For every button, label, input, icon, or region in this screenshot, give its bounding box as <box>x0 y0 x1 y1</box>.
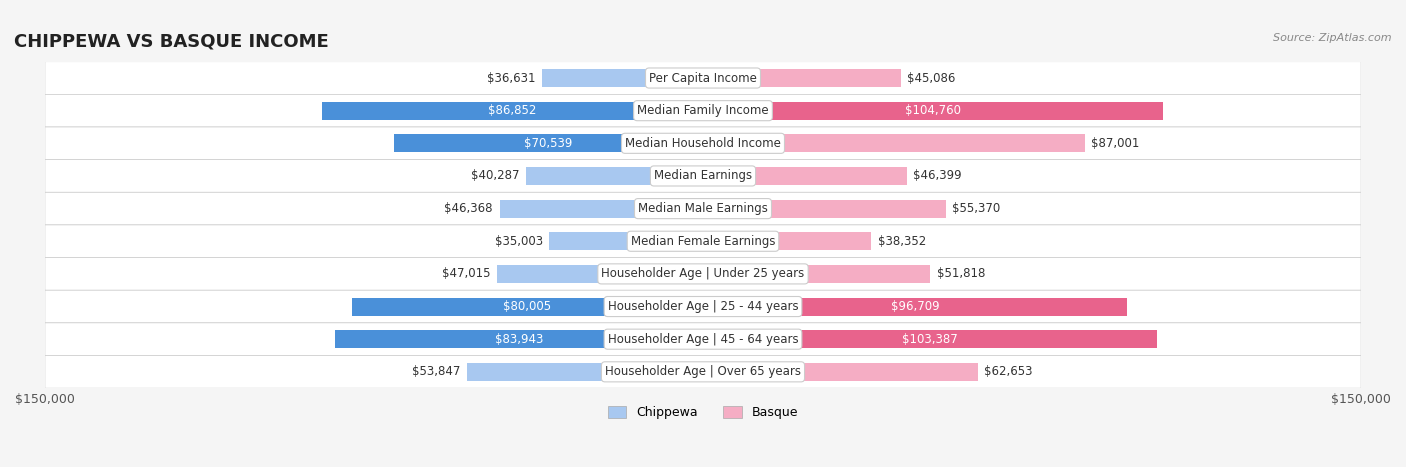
Text: Householder Age | 25 - 44 years: Householder Age | 25 - 44 years <box>607 300 799 313</box>
FancyBboxPatch shape <box>45 94 1361 127</box>
Bar <box>703 134 1084 152</box>
Text: Source: ZipAtlas.com: Source: ZipAtlas.com <box>1274 33 1392 42</box>
FancyBboxPatch shape <box>45 290 1361 323</box>
Text: Median Earnings: Median Earnings <box>654 170 752 183</box>
Bar <box>703 102 1163 120</box>
Bar <box>467 363 703 381</box>
Text: $46,368: $46,368 <box>444 202 494 215</box>
Text: CHIPPEWA VS BASQUE INCOME: CHIPPEWA VS BASQUE INCOME <box>14 33 329 51</box>
FancyBboxPatch shape <box>45 160 1361 192</box>
FancyBboxPatch shape <box>45 225 1361 258</box>
Bar <box>703 167 907 185</box>
Legend: Chippewa, Basque: Chippewa, Basque <box>603 401 803 425</box>
Text: $70,539: $70,539 <box>524 137 572 150</box>
Bar <box>526 167 703 185</box>
Text: $40,287: $40,287 <box>471 170 520 183</box>
Text: $46,399: $46,399 <box>912 170 962 183</box>
Text: Householder Age | Under 25 years: Householder Age | Under 25 years <box>602 268 804 280</box>
Bar <box>703 297 1128 316</box>
Text: Median Household Income: Median Household Income <box>626 137 780 150</box>
FancyBboxPatch shape <box>45 62 1361 94</box>
Text: Median Female Earnings: Median Female Earnings <box>631 235 775 248</box>
Text: $96,709: $96,709 <box>891 300 939 313</box>
Text: $87,001: $87,001 <box>1091 137 1140 150</box>
Text: $47,015: $47,015 <box>441 268 491 280</box>
Text: Householder Age | 45 - 64 years: Householder Age | 45 - 64 years <box>607 333 799 346</box>
Bar <box>703 363 977 381</box>
Bar <box>703 232 872 250</box>
Text: $80,005: $80,005 <box>503 300 551 313</box>
Text: $35,003: $35,003 <box>495 235 543 248</box>
Bar <box>543 69 703 87</box>
Text: Median Male Earnings: Median Male Earnings <box>638 202 768 215</box>
Bar <box>322 102 703 120</box>
FancyBboxPatch shape <box>45 323 1361 355</box>
FancyBboxPatch shape <box>45 127 1361 160</box>
Text: $103,387: $103,387 <box>901 333 957 346</box>
Text: $36,631: $36,631 <box>488 71 536 85</box>
Text: $53,847: $53,847 <box>412 365 460 378</box>
Bar <box>352 297 703 316</box>
Bar <box>394 134 703 152</box>
FancyBboxPatch shape <box>45 258 1361 290</box>
FancyBboxPatch shape <box>45 192 1361 225</box>
Bar <box>499 199 703 218</box>
Text: $45,086: $45,086 <box>907 71 956 85</box>
Text: Per Capita Income: Per Capita Income <box>650 71 756 85</box>
Text: $55,370: $55,370 <box>952 202 1001 215</box>
Text: $104,760: $104,760 <box>905 104 960 117</box>
Bar <box>703 69 901 87</box>
Bar <box>550 232 703 250</box>
Text: $38,352: $38,352 <box>877 235 927 248</box>
Text: $51,818: $51,818 <box>936 268 986 280</box>
Text: $83,943: $83,943 <box>495 333 543 346</box>
FancyBboxPatch shape <box>45 355 1361 388</box>
Text: $62,653: $62,653 <box>984 365 1033 378</box>
Bar <box>335 330 703 348</box>
Text: $86,852: $86,852 <box>488 104 537 117</box>
Bar <box>703 330 1157 348</box>
Text: Median Family Income: Median Family Income <box>637 104 769 117</box>
Bar <box>496 265 703 283</box>
Bar <box>703 265 931 283</box>
Bar <box>703 199 946 218</box>
Text: Householder Age | Over 65 years: Householder Age | Over 65 years <box>605 365 801 378</box>
